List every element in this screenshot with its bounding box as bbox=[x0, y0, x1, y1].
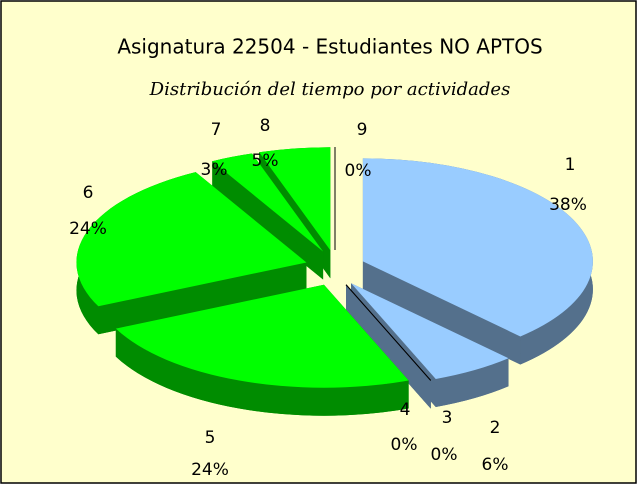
slice-label: 5 bbox=[205, 428, 216, 448]
slice-label: 1 bbox=[565, 155, 576, 175]
slice-side bbox=[346, 284, 431, 409]
value-label: 0% bbox=[431, 445, 458, 465]
slice-top bbox=[115, 284, 409, 388]
slice-edge bbox=[115, 328, 409, 416]
slice-label: 6 bbox=[83, 183, 94, 203]
slice-side bbox=[98, 262, 307, 335]
value-label: 38% bbox=[549, 195, 587, 215]
value-label: 0% bbox=[391, 435, 418, 455]
value-label: 5% bbox=[252, 151, 279, 171]
slice-side bbox=[362, 261, 521, 365]
pie-slice bbox=[362, 158, 593, 365]
slice-label: 7 bbox=[211, 120, 222, 140]
slice-edge bbox=[435, 358, 509, 407]
slice-top bbox=[212, 153, 324, 252]
chart-title: Asignatura 22504 - Estudiantes NO APTOS bbox=[117, 35, 542, 59]
value-label: 3% bbox=[201, 160, 228, 180]
pie-slice bbox=[345, 284, 432, 409]
slice-top bbox=[259, 147, 331, 251]
slice-label: 9 bbox=[357, 120, 368, 140]
value-label: 24% bbox=[69, 219, 107, 239]
slice-top bbox=[345, 284, 432, 381]
slice-side bbox=[212, 161, 324, 280]
slice-label: 3 bbox=[442, 408, 453, 428]
value-label: 24% bbox=[191, 460, 229, 480]
pie bbox=[76, 147, 593, 416]
value-label: 6% bbox=[482, 455, 509, 475]
pie-slice bbox=[115, 284, 409, 416]
slice-label: 8 bbox=[260, 116, 271, 136]
value-label: 0% bbox=[345, 161, 372, 181]
slice-top bbox=[351, 283, 509, 379]
chart-subtitle: Distribución del tiempo por actividades bbox=[149, 79, 511, 100]
slice-label: 4 bbox=[400, 400, 411, 420]
slice-top bbox=[76, 172, 307, 307]
slice-top bbox=[362, 158, 593, 337]
slice-label: 2 bbox=[490, 418, 501, 438]
